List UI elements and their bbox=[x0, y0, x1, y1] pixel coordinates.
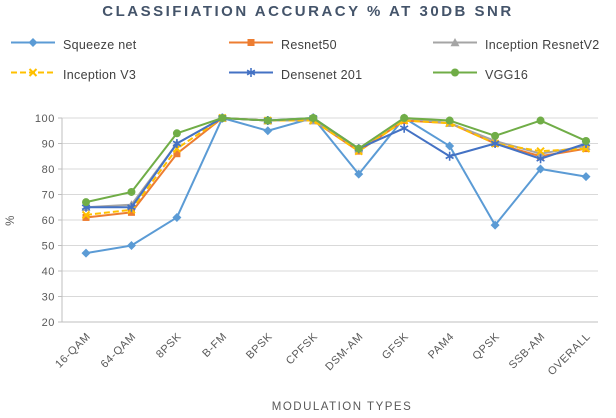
legend-item-resnet50: Resnet50 bbox=[228, 38, 337, 52]
svg-text:SSB-AM: SSB-AM bbox=[507, 331, 548, 372]
svg-text:8PSK: 8PSK bbox=[154, 331, 184, 361]
svg-text:70: 70 bbox=[42, 190, 55, 202]
legend-marker-inception-resnetv2-icon bbox=[432, 36, 478, 54]
svg-text:80: 80 bbox=[42, 164, 55, 176]
legend-item-squeeze-net: Squeeze net bbox=[10, 38, 137, 52]
legend-item-densenet-201: Densenet 201 bbox=[228, 68, 362, 82]
svg-text:BPSK: BPSK bbox=[244, 331, 275, 362]
svg-text:50: 50 bbox=[42, 241, 55, 253]
x-axis-title: MODULATION TYPES bbox=[272, 401, 413, 413]
legend-label-resnet50: Resnet50 bbox=[281, 38, 337, 52]
svg-text:CPFSK: CPFSK bbox=[284, 331, 321, 368]
svg-text:16-QAM: 16-QAM bbox=[53, 331, 93, 371]
y-axis-title: % bbox=[5, 214, 17, 226]
y-axis: 20 30 40 50 60 70 80 90 100 bbox=[35, 113, 63, 329]
legend-label-inception-v3: Inception V3 bbox=[63, 68, 137, 82]
legend-marker-vgg16-icon bbox=[432, 66, 478, 84]
svg-text:40: 40 bbox=[42, 266, 55, 278]
x-axis: 16-QAM 64-QAM 8PSK B-FM BPSK CPFSK DSM-AM GFSK P… bbox=[53, 321, 598, 378]
svg-text:DSM-AM: DSM-AM bbox=[323, 331, 366, 374]
legend-marker-squeeze-net-icon bbox=[10, 36, 56, 54]
svg-text:20: 20 bbox=[42, 317, 55, 329]
legend-item-inception-v3: Inception V3 bbox=[10, 68, 136, 82]
legend-marker-resnet50-icon bbox=[228, 36, 274, 54]
svg-text:64-QAM: 64-QAM bbox=[99, 331, 139, 371]
series-inception-resnetv2 bbox=[81, 113, 591, 212]
svg-text:GFSK: GFSK bbox=[380, 331, 411, 362]
svg-text:QPSK: QPSK bbox=[470, 331, 502, 363]
svg-text:30: 30 bbox=[42, 292, 55, 304]
svg-text:OVERALL: OVERALL bbox=[546, 331, 593, 378]
legend-label-densenet-201: Densenet 201 bbox=[281, 68, 363, 82]
svg-text:B-FM: B-FM bbox=[200, 331, 229, 360]
legend-label-squeeze-net: Squeeze net bbox=[63, 38, 137, 52]
legend-label-inception-resnetv2: Inception ResnetV2 bbox=[485, 38, 600, 52]
svg-text:PAM4: PAM4 bbox=[426, 331, 457, 362]
gridlines bbox=[62, 117, 598, 323]
legend-item-inception-resnetv2: Inception ResnetV2 bbox=[432, 38, 600, 52]
chart-title: CLASSIFIATION ACCURACY % AT 30DB SNR bbox=[102, 3, 514, 20]
svg-text:90: 90 bbox=[42, 139, 55, 151]
legend-marker-densenet-201-icon bbox=[228, 66, 274, 84]
series-vgg16 bbox=[82, 114, 590, 207]
legend-label-vgg16: VGG16 bbox=[485, 68, 529, 82]
legend-item-vgg16: VGG16 bbox=[432, 68, 528, 82]
legend-marker-inception-v3-icon bbox=[10, 66, 56, 84]
svg-text:100: 100 bbox=[35, 113, 55, 125]
series-densenet-201 bbox=[81, 113, 591, 212]
svg-text:60: 60 bbox=[42, 215, 55, 227]
